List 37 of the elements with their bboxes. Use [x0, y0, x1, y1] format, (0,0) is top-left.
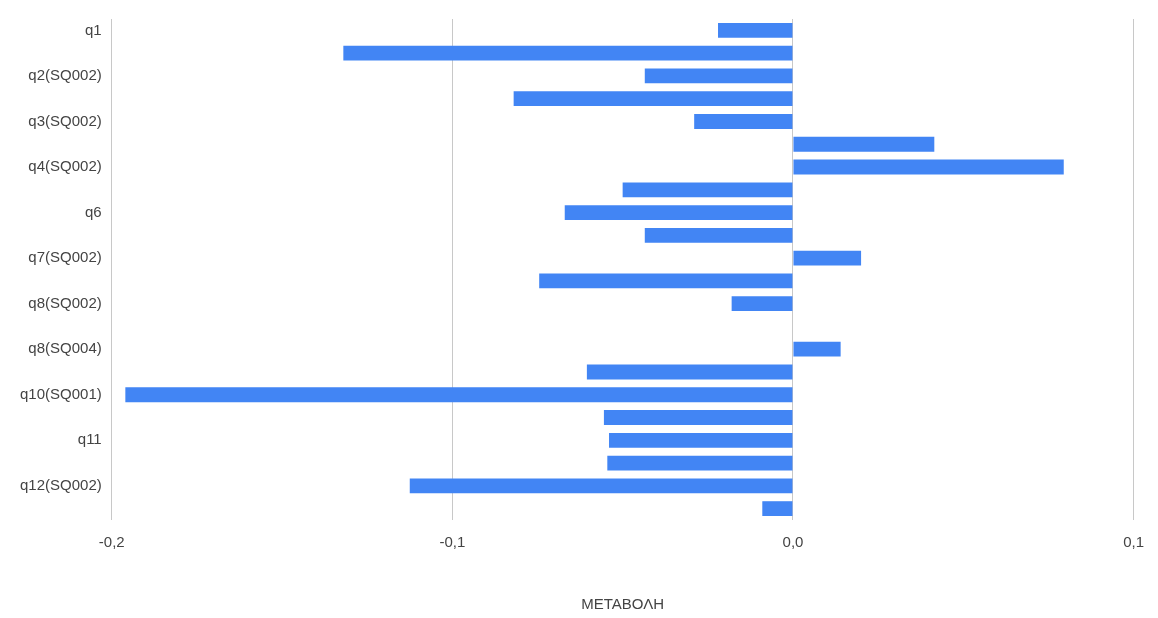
y-tick-label: q2(SQ002) [28, 66, 102, 84]
x-tick-label: 0,0 [782, 533, 804, 551]
y-tick-label: q10(SQ001) [20, 384, 102, 402]
bar [793, 136, 935, 152]
bar [718, 22, 793, 38]
bar [793, 159, 1064, 175]
bar [564, 205, 793, 220]
x-tick-label: -0,1 [439, 533, 466, 551]
bar [409, 478, 793, 494]
y-tick-label: q8(SQ002) [28, 293, 102, 311]
y-tick-label: q11 [77, 430, 102, 448]
x-tick-label: -0,2 [98, 533, 125, 551]
bar [622, 182, 793, 198]
y-tick-label: q7(SQ002) [28, 248, 102, 266]
y-tick-label: q1 [85, 20, 102, 38]
bar [513, 91, 793, 107]
bar [694, 114, 793, 129]
bar [644, 227, 793, 243]
bar [731, 296, 793, 312]
x-axis-title: ΜΕΤΑΒΟΛΗ [581, 595, 665, 613]
y-tick-label: q6 [85, 202, 102, 220]
bar [607, 455, 793, 471]
bar [125, 387, 793, 403]
y-tick-label: q4(SQ002) [28, 157, 102, 175]
bar [644, 68, 793, 84]
y-tick-label: q3(SQ002) [28, 111, 102, 129]
bar [609, 432, 793, 448]
bar [762, 501, 793, 517]
bar [586, 364, 793, 380]
y-tick-label: q12(SQ002) [20, 475, 102, 493]
bar [793, 250, 862, 266]
y-tick-label: q8(SQ004) [28, 339, 102, 357]
bar [603, 410, 793, 425]
x-tick-label: 0,1 [1123, 533, 1144, 551]
bar [793, 341, 841, 357]
bar [539, 273, 793, 289]
bar [343, 45, 793, 61]
